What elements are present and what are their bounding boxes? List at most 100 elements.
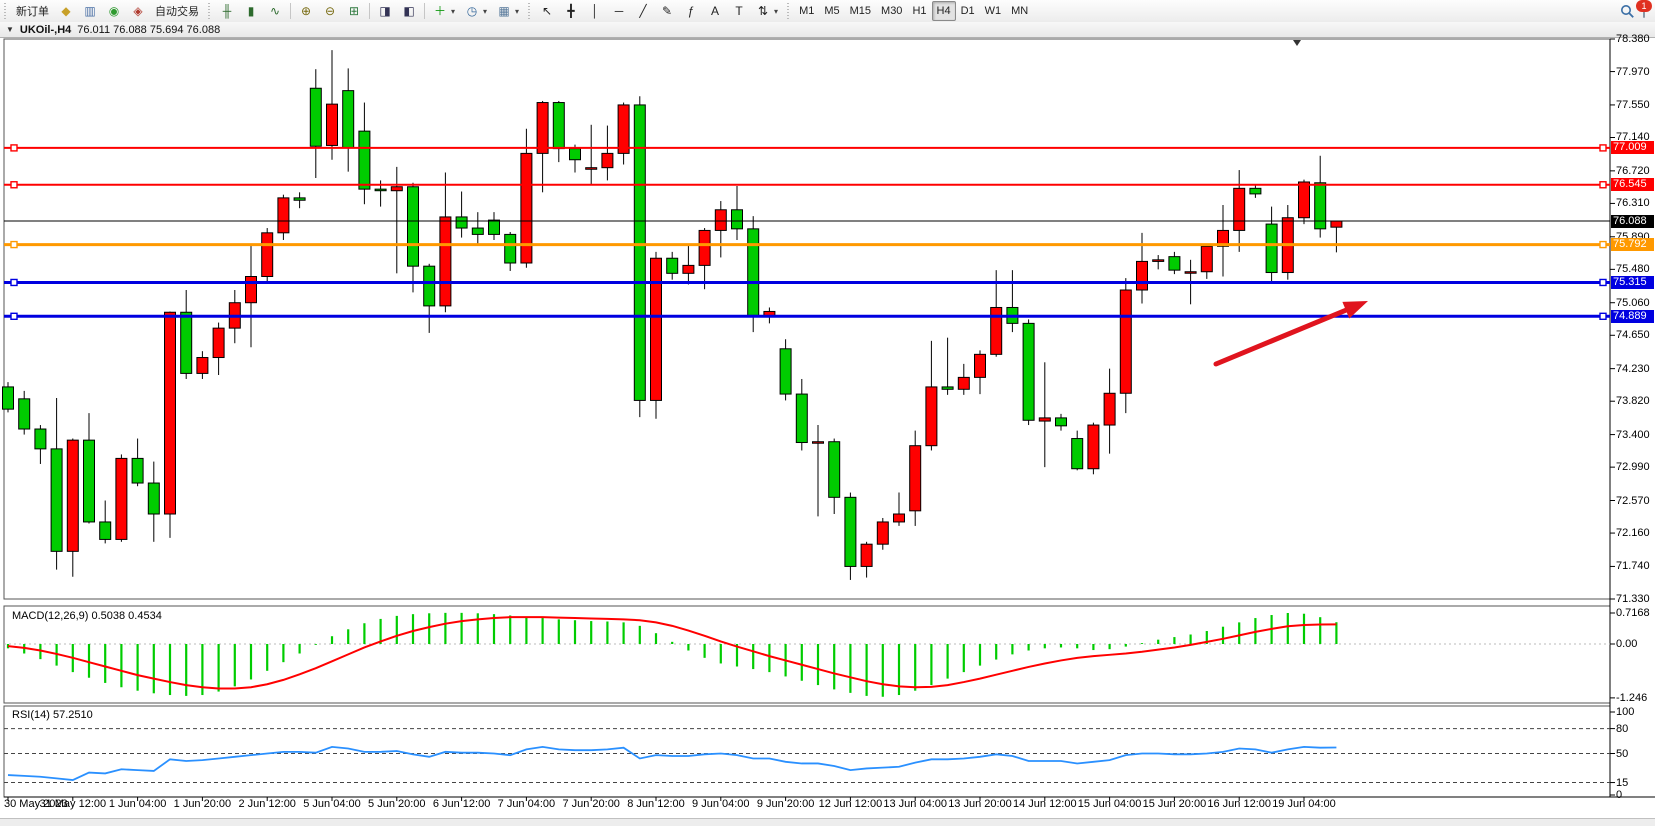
chart-menu-icon[interactable]: ▼ (6, 25, 14, 34)
timeframe-button-m1[interactable]: M1 (799, 5, 815, 17)
funnel-icon[interactable]: ◆ (54, 1, 78, 21)
chat-icon[interactable]: 1 (1636, 0, 1652, 18)
price-tick-label: 74.230 (1616, 362, 1650, 375)
timeframe-button-mn[interactable]: MN (1011, 5, 1029, 17)
chart-area[interactable]: MACD(12,26,9) 0.5038 0.4534 RSI(14) 57.2… (0, 33, 1655, 826)
time-tick-label: 15 Jun 04:00 (1077, 798, 1142, 810)
price-badge-74.889: 74.889 (1611, 309, 1654, 323)
navigator-icon: ◉ (108, 4, 120, 18)
zoom-in-icon[interactable]: ⊕ (294, 1, 318, 21)
chevron-down-icon[interactable]: ▾ (515, 6, 520, 16)
candles (2, 50, 1343, 580)
timeframe-button-h4[interactable]: H4 (931, 1, 956, 21)
vertical-line-icon[interactable]: │ (583, 1, 607, 21)
line-handle[interactable] (10, 240, 18, 249)
bar-chart-icon[interactable]: ╫ (215, 1, 239, 21)
crosshair-icon[interactable]: ╋ (559, 1, 583, 21)
chart-window-titlebar[interactable]: ▼ UKOil-,H4 76.011 76.088 75.694 76.088 (0, 22, 1655, 38)
timeframe-button-m5[interactable]: M5 (824, 5, 840, 17)
price-tick-label: 72.160 (1616, 527, 1650, 540)
line-chart-icon: ∿ (269, 4, 281, 18)
price-tick-label: 77.140 (1616, 131, 1650, 144)
search-icon[interactable] (1620, 4, 1635, 19)
time-tick-label: 5 Jun 04:00 (303, 798, 361, 810)
new-order-button[interactable]: 新订单 (11, 1, 54, 21)
price-tick-label: 78.380 (1616, 33, 1650, 45)
line-handle[interactable] (1599, 278, 1607, 287)
fibonacci-icon[interactable]: ƒ (679, 1, 703, 21)
trend-arrow-annotation[interactable] (1213, 301, 1368, 367)
horizontal-line-icon[interactable]: ─ (607, 1, 631, 21)
timeframe-button-d1[interactable]: D1 (960, 5, 975, 17)
text-label-icon: T (735, 4, 743, 18)
rsi-line (7, 745, 1337, 781)
cursor-icon[interactable]: ↖ (535, 1, 559, 21)
price-badge-75.315: 75.315 (1611, 275, 1654, 289)
rsi-pane[interactable] (3, 705, 1611, 798)
indicator-period-template-group: ＋ ▾ ◷ ▾ ▦ ▾ (428, 1, 524, 21)
text-icon[interactable]: A (703, 1, 727, 21)
chart-autoscroll-icon[interactable]: ◧ (397, 1, 421, 21)
time-tick-label: 30 May 2023 (4, 798, 68, 810)
horizontal-level-lines[interactable] (4, 144, 1610, 320)
period-clock-icon[interactable]: ◷ ▾ (460, 1, 492, 21)
chat-badge: 1 (1636, 0, 1652, 12)
autotrading-button[interactable]: 自动交易 (150, 1, 204, 21)
price-tick-label: 73.820 (1616, 395, 1650, 408)
toolbar-grip[interactable] (207, 3, 212, 19)
line-handle[interactable] (1599, 144, 1607, 152)
line-handle[interactable] (10, 144, 18, 152)
chart-canvas[interactable] (0, 38, 1655, 826)
chevron-down-icon[interactable]: ▾ (483, 6, 488, 16)
timeframe-button-w1[interactable]: W1 (984, 5, 1002, 17)
candlestick-icon: ▮ (247, 4, 255, 18)
chart-autoscroll-icon: ◧ (403, 4, 415, 18)
toolbar-grip[interactable] (527, 3, 533, 19)
price-badge-76.545: 76.545 (1611, 178, 1654, 192)
tile-windows-icon[interactable]: ⊞ (342, 1, 366, 21)
toolbar-separator (290, 3, 291, 19)
line-handle[interactable] (10, 181, 18, 189)
autotrading-icon[interactable]: ◈ (126, 1, 150, 21)
time-tick-label: 15 Jun 20:00 (1142, 798, 1207, 810)
period-clock-icon: ◷ (466, 4, 478, 18)
template-icon[interactable]: ▦ ▾ (492, 1, 524, 21)
text-label-icon[interactable]: T (727, 1, 751, 21)
chevron-down-icon[interactable]: ▾ (451, 6, 456, 16)
candlestick-icon[interactable]: ▮ (239, 1, 263, 21)
macd-pane[interactable] (3, 605, 1611, 704)
time-tick-label: 2 Jun 12:00 (238, 798, 296, 810)
timeframe-button-m30[interactable]: M30 (881, 5, 903, 17)
zoom-out-icon: ⊖ (324, 4, 336, 18)
line-handle[interactable] (1599, 240, 1607, 249)
trendline-icon[interactable]: ╱ (631, 1, 655, 21)
cursor-icon: ↖ (542, 4, 553, 18)
time-tick-label: 12 Jun 12:00 (818, 798, 883, 810)
timeframe-button-h1[interactable]: H1 (912, 5, 927, 17)
timeframe-button-m15[interactable]: M15 (849, 5, 872, 17)
line-handle[interactable] (10, 278, 18, 287)
time-tick-label: 7 Jun 04:00 (497, 798, 556, 810)
chart-symbol-period: UKOil-,H4 (19, 23, 72, 36)
toolbar-grip[interactable] (786, 3, 792, 19)
line-handle[interactable] (10, 312, 18, 320)
line-handle[interactable] (1599, 181, 1607, 189)
market-watch-icon[interactable]: ▥ (78, 1, 102, 21)
chevron-down-icon[interactable]: ▾ (774, 6, 779, 16)
chart-shift-icon[interactable]: ◨ (373, 1, 397, 21)
time-tick-label: 6 Jun 12:00 (432, 798, 491, 810)
navigator-icon[interactable]: ◉ (102, 1, 126, 21)
arrows-icon[interactable]: ⇅ ▾ (751, 1, 783, 21)
equidistant-channel-icon[interactable]: ✎ (655, 1, 679, 21)
bar-chart-icon: ╫ (222, 4, 232, 18)
line-handle[interactable] (1599, 312, 1607, 320)
line-chart-icon[interactable]: ∿ (263, 1, 287, 21)
chart-shift-marker-icon[interactable] (1293, 40, 1301, 46)
equidistant-channel-icon: ✎ (662, 4, 673, 18)
zoom-out-icon[interactable]: ⊖ (318, 1, 342, 21)
toolbar-grip[interactable] (3, 3, 8, 19)
main-pane[interactable] (3, 38, 1611, 600)
add-indicator-icon[interactable]: ＋ ▾ (428, 1, 460, 21)
macd-signal-line (7, 616, 1337, 690)
price-badge-75.792: 75.792 (1611, 238, 1654, 252)
